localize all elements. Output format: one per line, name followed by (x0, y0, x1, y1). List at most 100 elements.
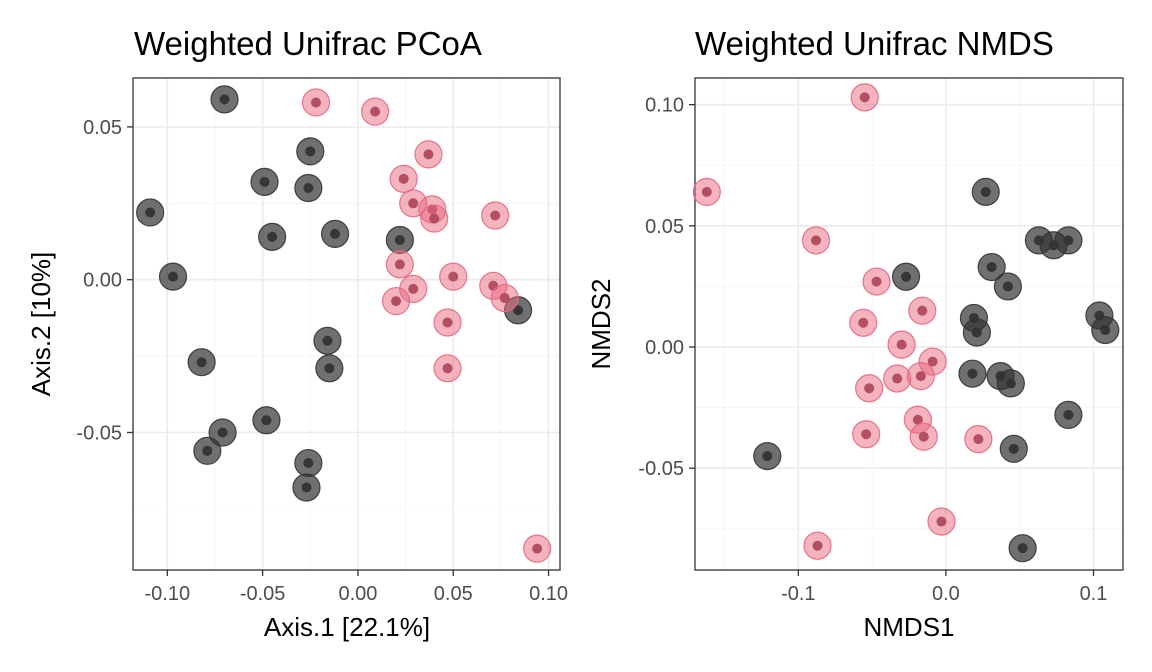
nmds-point-group1 (996, 369, 1025, 398)
pcoa-point-center (219, 94, 230, 105)
pcoa-point-group1 (252, 406, 281, 435)
pcoa-point-center (394, 259, 405, 270)
pcoa-point-group2 (490, 283, 519, 313)
pcoa-plot-background (133, 78, 560, 570)
pcoa-x-tick-label: 0.05 (434, 583, 473, 605)
nmds-point-center (912, 414, 923, 425)
pcoa-point-center (490, 210, 501, 221)
pcoa-point-center (499, 293, 510, 304)
nmds-point-group1 (1008, 534, 1037, 563)
pcoa-point-center (532, 543, 543, 554)
pcoa-x-tick-label: 0.10 (529, 583, 568, 605)
pcoa-plot-border (132, 77, 561, 571)
pcoa-x-tick-label: 0.00 (338, 583, 377, 605)
nmds-point-center (986, 262, 997, 273)
nmds-point-center (864, 383, 875, 394)
nmds-point-group2 (855, 374, 884, 403)
nmds-point-center (901, 271, 912, 282)
pcoa-point-center (448, 271, 459, 282)
nmds-x-tick-label: 0.1 (1080, 583, 1108, 605)
nmds-y-tick-label: 0.00 (645, 337, 684, 359)
pcoa-point-center (408, 198, 419, 209)
pcoa-point-group1 (258, 222, 287, 252)
nmds-point-center (701, 186, 712, 197)
nmds-point-group2 (852, 420, 881, 449)
nmds-plot-background (695, 78, 1123, 570)
nmds-title: Weighted Unifrac NMDS (695, 25, 1054, 62)
pcoa-point-center (394, 234, 405, 245)
nmds-point-group1 (1054, 400, 1083, 429)
pcoa-point-center (324, 363, 335, 374)
nmds-point-center (762, 451, 773, 462)
pcoa-point-group1 (210, 85, 239, 114)
pcoa-y-axis-title: Axis.2 [10%] (26, 252, 56, 397)
nmds-x-tick-label: 0.0 (932, 583, 960, 605)
pcoa-point-group1 (187, 348, 216, 377)
nmds-point-group2 (887, 330, 916, 359)
pcoa-point-group1 (315, 354, 344, 383)
pcoa-point-center (391, 296, 402, 307)
nmds-point-group1 (993, 272, 1022, 301)
pcoa-point-center (423, 149, 434, 160)
nmds-y-axis-title: NMDS2 (586, 278, 616, 369)
pcoa-point-center (408, 283, 419, 294)
nmds-point-center (917, 305, 928, 316)
nmds-point-center (980, 186, 991, 197)
nmds-point-center (1100, 325, 1111, 336)
pcoa-x-axis-title: Axis.1 [22.1%] (264, 612, 430, 642)
nmds-point-center (861, 429, 872, 440)
nmds-point-group2 (883, 364, 912, 393)
nmds-point-group1 (962, 318, 991, 347)
pcoa-point-center (259, 176, 270, 187)
pcoa-x-tick-label: -0.05 (240, 583, 286, 605)
nmds-point-center (1008, 443, 1019, 454)
pcoa-point-center (370, 106, 381, 117)
nmds-point-center (1063, 235, 1074, 246)
pcoa-point-center (301, 482, 312, 493)
nmds-point-center (871, 276, 882, 287)
pcoa-point-group1 (158, 262, 188, 291)
nmds-point-group1 (977, 252, 1006, 282)
pcoa-point-group1 (136, 198, 165, 227)
nmds-point-group1 (1054, 226, 1083, 255)
nmds-y-tick-label: 0.05 (645, 216, 684, 238)
pcoa-point-group2 (301, 88, 331, 117)
pcoa-x-tick-label: -0.10 (145, 583, 191, 605)
nmds-point-group2 (909, 422, 938, 451)
pcoa-point-center (398, 173, 409, 184)
pcoa-point-group2 (381, 286, 411, 316)
pcoa-point-group2 (389, 164, 418, 193)
pcoa-point-group2 (523, 534, 552, 563)
pcoa-point-center (217, 427, 228, 438)
nmds-plot-border (694, 77, 1124, 571)
nmds-y-tick-label: 0.10 (645, 95, 684, 117)
pcoa-point-center (442, 317, 453, 328)
pcoa-point-center (261, 415, 272, 426)
pcoa-point-group1 (320, 219, 350, 248)
pcoa-title: Weighted Unifrac PCoA (134, 25, 482, 62)
pcoa-point-group1 (193, 436, 222, 465)
pcoa-point-center (330, 228, 341, 239)
nmds-point-center (896, 339, 907, 350)
nmds-point-group2 (850, 83, 879, 112)
pcoa-point-group2 (385, 250, 414, 279)
nmds-point-group1 (958, 359, 987, 388)
nmds-point-group2 (927, 507, 956, 536)
nmds-point-center (811, 235, 822, 246)
pcoa-point-group2 (439, 262, 468, 291)
pcoa-point-center (429, 213, 440, 224)
pcoa-point-group1 (385, 225, 414, 255)
pcoa-point-center (322, 335, 333, 346)
pcoa-point-group2 (433, 308, 462, 337)
nmds-point-center (936, 516, 947, 527)
pcoa-point-group1 (294, 173, 323, 203)
nmds-point-center (973, 434, 984, 445)
nmds-point-center (915, 371, 926, 382)
nmds-point-group1 (971, 177, 1000, 207)
nmds-point-group1 (999, 434, 1028, 463)
nmds-point-group2 (801, 226, 831, 255)
pcoa-point-center (303, 458, 314, 469)
nmds-point-group1 (891, 262, 921, 291)
nmds-point-group2 (964, 425, 993, 454)
